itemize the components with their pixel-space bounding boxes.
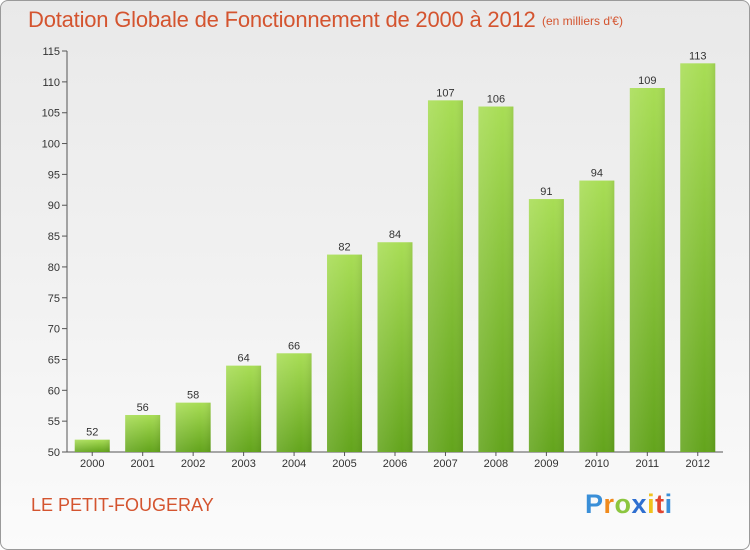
bar-shade-2002 bbox=[175, 402, 211, 452]
bar-shade-2009 bbox=[528, 199, 564, 452]
bar-shade-2011 bbox=[629, 88, 665, 452]
data-label-2010: 94 bbox=[591, 168, 603, 180]
logo-letter: o bbox=[614, 489, 632, 519]
bar-shade-2001 bbox=[125, 414, 161, 452]
bar-shade-2010 bbox=[579, 180, 615, 453]
data-label-2007: 107 bbox=[436, 87, 454, 99]
logo-letter: t bbox=[655, 489, 665, 519]
logo-letter: i bbox=[647, 489, 656, 519]
data-label-2004: 66 bbox=[288, 340, 300, 352]
x-tick-label: 2000 bbox=[80, 458, 104, 470]
y-tick-label: 110 bbox=[42, 77, 60, 89]
data-label-2006: 84 bbox=[389, 229, 401, 241]
logo-letter: P bbox=[585, 489, 604, 519]
x-tick-label: 2003 bbox=[231, 458, 255, 470]
unit-note: (en milliers d'€) bbox=[542, 14, 623, 28]
y-tick-label: 100 bbox=[42, 139, 60, 151]
bar-shade-2007 bbox=[427, 100, 463, 452]
y-tick-label: 55 bbox=[48, 416, 60, 428]
bar-shade-2005 bbox=[327, 254, 363, 452]
x-tick-label: 2007 bbox=[433, 458, 457, 470]
x-tick-label: 2009 bbox=[534, 458, 558, 470]
x-tick-label: 2010 bbox=[585, 458, 609, 470]
y-tick-label: 60 bbox=[48, 385, 60, 397]
bar-shade-2004 bbox=[276, 353, 312, 452]
logo-letter: i bbox=[664, 489, 673, 519]
x-tick-label: 2002 bbox=[181, 458, 205, 470]
bar-shade-2003 bbox=[226, 365, 262, 452]
data-label-2009: 91 bbox=[540, 186, 552, 198]
x-tick-label: 2004 bbox=[282, 458, 306, 470]
proxiti-logo: Proxiti bbox=[585, 489, 673, 520]
data-label-2012: 113 bbox=[689, 50, 707, 62]
y-tick-label: 75 bbox=[48, 293, 60, 305]
x-tick-label: 2012 bbox=[686, 458, 710, 470]
data-label-2011: 109 bbox=[638, 75, 656, 87]
bar-shade-2006 bbox=[377, 242, 413, 452]
logo-letter: r bbox=[603, 489, 615, 519]
y-tick-label: 115 bbox=[42, 46, 60, 58]
bar-shade-2000 bbox=[74, 439, 110, 452]
logo-letter: x bbox=[631, 489, 648, 519]
x-tick-label: 2005 bbox=[332, 458, 356, 470]
bars bbox=[74, 63, 716, 453]
y-tick-label: 90 bbox=[48, 200, 60, 212]
y-tick-label: 70 bbox=[48, 324, 60, 336]
data-label-2001: 56 bbox=[137, 402, 149, 414]
y-tick-label: 65 bbox=[48, 354, 60, 366]
y-tick-label: 105 bbox=[42, 108, 60, 120]
y-tick-label: 85 bbox=[48, 231, 60, 243]
axes: 50 55 60 65 70 75 80 85 90 95 100 105 110 115 bbox=[42, 46, 723, 459]
chart-title: Dotation Globale de Fonctionnement de 20… bbox=[28, 7, 536, 32]
x-tick-label: 2011 bbox=[635, 458, 659, 470]
x-tick-label: 2008 bbox=[484, 458, 508, 470]
data-label-2000: 52 bbox=[86, 427, 98, 439]
data-label-2003: 64 bbox=[237, 353, 249, 365]
bar-shade-2008 bbox=[478, 106, 514, 453]
data-label-2008: 106 bbox=[487, 94, 505, 106]
bar-shade-2012 bbox=[680, 63, 716, 452]
x-tick-label: 2006 bbox=[383, 458, 407, 470]
data-label-2005: 82 bbox=[338, 242, 350, 254]
labels: 2000 52 2001 56 2002 58 2003 64 2004 66 2005 82 2006… bbox=[80, 50, 710, 470]
y-tick-label: 95 bbox=[48, 169, 60, 181]
x-tick-label: 2001 bbox=[130, 458, 154, 470]
commune-name: LE PETIT-FOUGERAY bbox=[31, 495, 214, 515]
data-label-2002: 58 bbox=[187, 390, 199, 402]
y-tick-label: 80 bbox=[48, 262, 60, 274]
y-tick-label: 50 bbox=[48, 447, 60, 459]
